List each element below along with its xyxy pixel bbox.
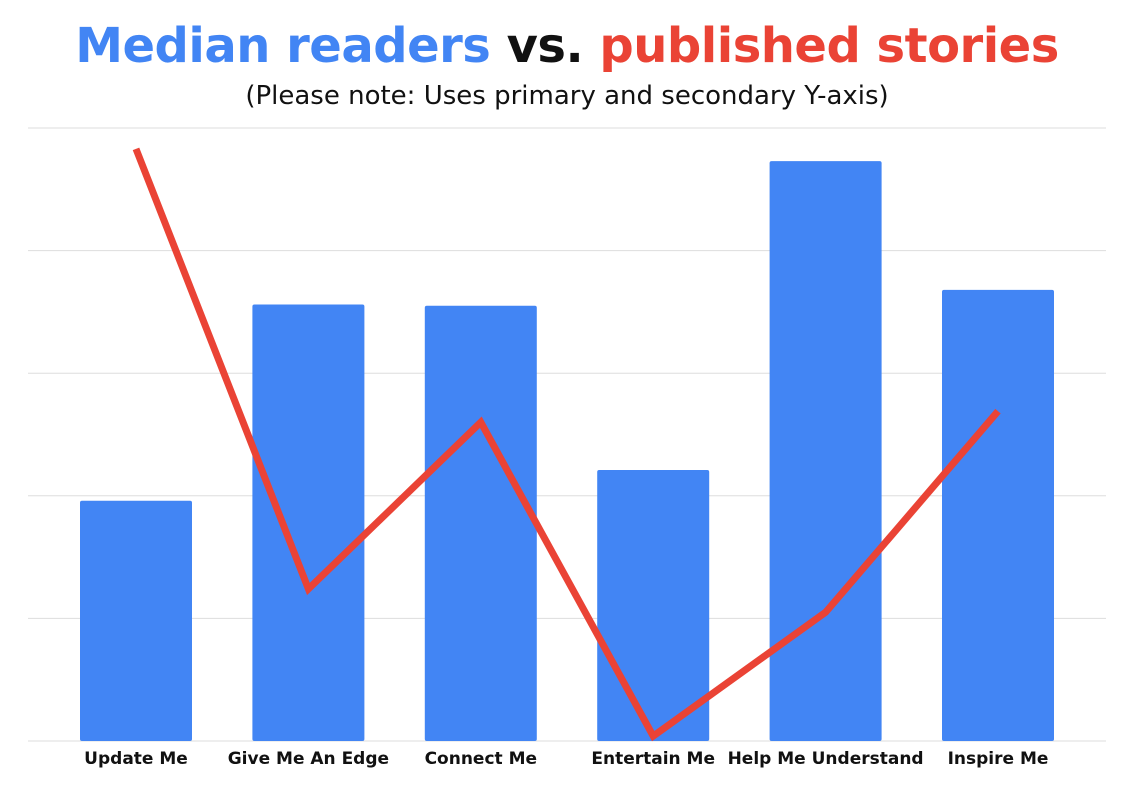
- bar-series-median-readers: [80, 161, 1054, 742]
- x-tick-label: Give Me An Edge: [228, 749, 389, 769]
- line-series-published-stories: [132, 147, 1001, 742]
- bar-inspire-me: [942, 289, 1054, 741]
- x-tick-label: Entertain Me: [591, 749, 715, 769]
- x-tick-label: Update Me: [84, 749, 188, 769]
- bar-give-me-an-edge: [252, 304, 365, 741]
- chart-title: Median readers vs. published stories: [0, 14, 1134, 78]
- chart-title-bars-series: Median readers: [75, 18, 491, 74]
- bar-help-me-understand: [769, 161, 882, 742]
- bar-connect-me: [424, 305, 537, 741]
- x-tick-label: Help Me Understand: [728, 749, 924, 769]
- bar-entertain-me: [597, 470, 710, 741]
- x-tick-label: Connect Me: [425, 749, 537, 769]
- chart-title-block: Median readers vs. published stories (Pl…: [0, 14, 1134, 114]
- chart-subtitle: (Please note: Uses primary and secondary…: [245, 81, 889, 111]
- chart-title-line-series: published stories: [599, 18, 1059, 74]
- x-axis-tick-labels: Update Me Give Me An Edge Connect Me Entert…: [84, 749, 1048, 769]
- line-published-stories: [132, 147, 1001, 742]
- bar-update-me: [80, 500, 192, 741]
- x-tick-label: Inspire Me: [948, 749, 1049, 769]
- chart-title-vs: vs.: [490, 18, 600, 74]
